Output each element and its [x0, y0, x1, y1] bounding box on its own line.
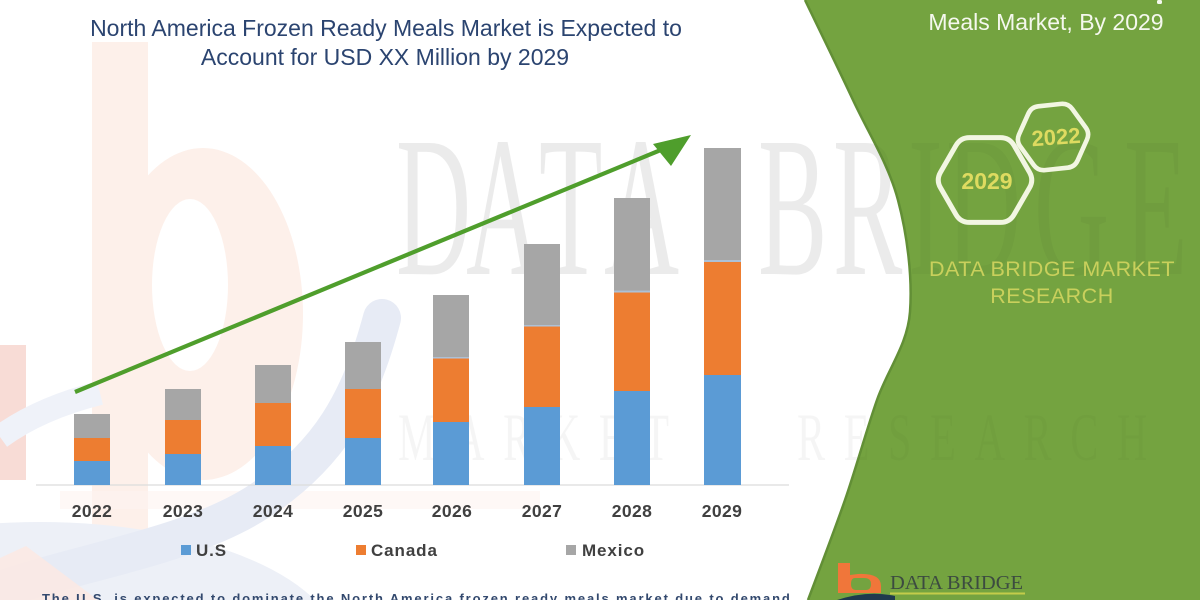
- svg-text:2025: 2025: [343, 501, 384, 521]
- svg-text:The U.S. is expected to domina: The U.S. is expected to dominate the Nor…: [42, 591, 792, 600]
- svg-text:U.S: U.S: [196, 541, 227, 560]
- svg-text:2029: 2029: [702, 501, 743, 521]
- svg-text:2023: 2023: [163, 501, 204, 521]
- svg-text:RESEARCH: RESEARCH: [990, 284, 1113, 308]
- svg-text:Mexico: Mexico: [582, 541, 645, 560]
- svg-text:Account for USD XX Million by: Account for USD XX Million by 2029: [201, 44, 569, 70]
- svg-text:2022: 2022: [72, 501, 113, 521]
- svg-text:Meals Market, By 2029: Meals Market, By 2029: [928, 9, 1163, 35]
- svg-text:North America Frozen Ready Mea: North America Frozen Ready Meals Market …: [90, 15, 682, 41]
- svg-text:2022: 2022: [1031, 123, 1082, 151]
- svg-text:E: E: [1124, 97, 1188, 318]
- svg-text:2028: 2028: [612, 501, 653, 521]
- svg-text:B: B: [758, 97, 827, 318]
- svg-text:2027: 2027: [522, 501, 563, 521]
- svg-text:Canada: Canada: [371, 541, 438, 560]
- svg-text:DATA BRIDGE: DATA BRIDGE: [890, 572, 1023, 594]
- svg-text:I: I: [908, 97, 943, 318]
- svg-text:D: D: [396, 97, 471, 318]
- svg-text:2029: 2029: [961, 168, 1012, 194]
- svg-text:2026: 2026: [432, 501, 473, 521]
- svg-text:2024: 2024: [253, 501, 294, 521]
- svg-text:DATA BRIDGE MARKET: DATA BRIDGE MARKET: [929, 257, 1175, 281]
